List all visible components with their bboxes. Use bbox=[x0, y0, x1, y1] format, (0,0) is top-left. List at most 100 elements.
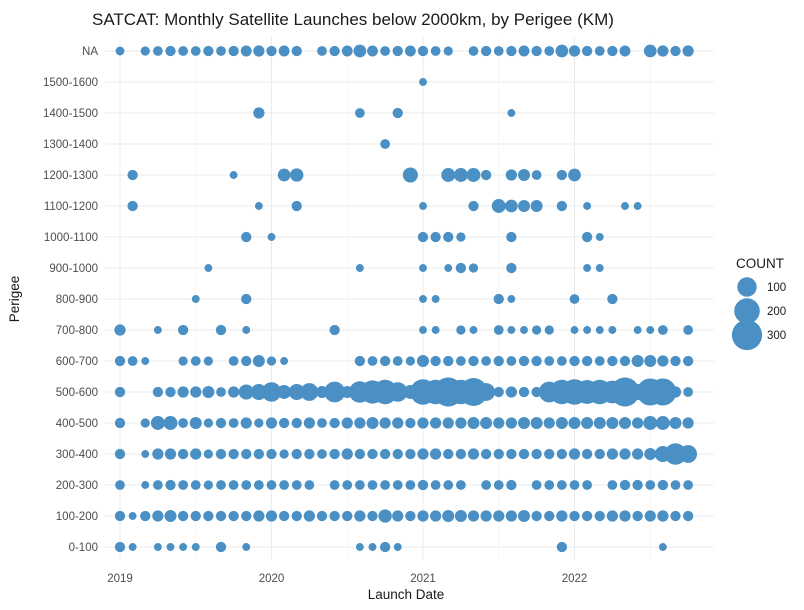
data-point bbox=[279, 449, 289, 459]
legend-label: 300 bbox=[767, 330, 786, 342]
data-point bbox=[266, 356, 277, 366]
data-point bbox=[493, 355, 504, 367]
data-point bbox=[455, 448, 467, 460]
data-point bbox=[417, 448, 429, 460]
data-point bbox=[114, 510, 126, 522]
data-point bbox=[568, 168, 581, 182]
data-point bbox=[392, 417, 404, 429]
data-point bbox=[342, 480, 353, 490]
data-point bbox=[619, 510, 631, 522]
data-point bbox=[456, 480, 466, 490]
data-point bbox=[568, 417, 581, 429]
x-tick-label: 2022 bbox=[562, 573, 588, 585]
data-point bbox=[128, 512, 137, 520]
data-point bbox=[454, 510, 467, 522]
data-point bbox=[606, 510, 618, 522]
data-point bbox=[430, 510, 442, 522]
chart-title: SATCAT: Monthly Satellite Launches below… bbox=[92, 10, 614, 29]
data-point bbox=[621, 202, 629, 210]
data-point bbox=[442, 510, 455, 522]
data-point bbox=[164, 448, 177, 460]
data-point bbox=[456, 325, 466, 335]
data-point bbox=[216, 46, 226, 56]
y-tick-label: 1300-1400 bbox=[43, 139, 98, 151]
data-point bbox=[150, 416, 165, 430]
data-point bbox=[569, 510, 580, 522]
data-point bbox=[619, 355, 631, 367]
data-point bbox=[506, 479, 517, 491]
data-point bbox=[280, 357, 289, 365]
y-tick-label: 400-500 bbox=[56, 418, 98, 430]
y-tick-label: 1000-1100 bbox=[44, 232, 98, 244]
data-point bbox=[430, 231, 441, 243]
data-point bbox=[254, 202, 263, 210]
data-point bbox=[379, 417, 391, 429]
legend-size-key bbox=[737, 277, 757, 297]
data-point bbox=[644, 355, 657, 367]
data-point bbox=[570, 326, 579, 334]
data-point bbox=[405, 417, 416, 429]
data-point bbox=[556, 169, 568, 181]
data-point bbox=[644, 448, 657, 460]
data-point bbox=[379, 541, 391, 553]
y-tick-label: 500-600 bbox=[56, 387, 98, 399]
data-point bbox=[417, 479, 429, 491]
data-point bbox=[115, 480, 125, 490]
data-point bbox=[505, 417, 517, 429]
data-point bbox=[266, 448, 277, 460]
data-point bbox=[581, 417, 594, 429]
data-point bbox=[404, 45, 416, 57]
data-point bbox=[505, 510, 517, 522]
data-point bbox=[165, 479, 176, 491]
data-point bbox=[505, 169, 517, 181]
data-point bbox=[291, 45, 302, 57]
data-point bbox=[291, 510, 302, 522]
data-point bbox=[303, 510, 315, 522]
data-point bbox=[455, 262, 467, 274]
data-point bbox=[583, 202, 592, 210]
data-point bbox=[164, 510, 177, 522]
data-point bbox=[190, 46, 201, 56]
data-point bbox=[165, 386, 176, 398]
data-point bbox=[278, 417, 290, 429]
data-point bbox=[261, 382, 282, 402]
data-point bbox=[544, 480, 555, 490]
data-point bbox=[141, 357, 150, 365]
data-point bbox=[114, 355, 126, 367]
data-point bbox=[649, 378, 677, 406]
data-point bbox=[670, 510, 681, 522]
data-point bbox=[544, 46, 555, 56]
data-point bbox=[266, 480, 277, 490]
data-point bbox=[303, 417, 315, 429]
data-point bbox=[430, 480, 441, 490]
y-tick-label: 1100-1200 bbox=[44, 201, 98, 213]
data-point bbox=[367, 45, 378, 57]
data-point bbox=[459, 377, 488, 407]
data-point bbox=[480, 45, 492, 57]
data-point bbox=[203, 449, 214, 459]
y-tick-label: 800-900 bbox=[56, 294, 98, 306]
data-point bbox=[518, 169, 530, 181]
data-point bbox=[569, 480, 580, 490]
data-point bbox=[355, 480, 365, 490]
data-point bbox=[507, 295, 516, 303]
data-point bbox=[644, 510, 656, 522]
data-point bbox=[419, 202, 427, 210]
data-point bbox=[646, 326, 655, 334]
data-point bbox=[228, 356, 239, 366]
data-point bbox=[468, 263, 479, 273]
data-point bbox=[329, 324, 340, 336]
data-point bbox=[277, 385, 292, 399]
data-point bbox=[228, 45, 239, 57]
legend-size-key bbox=[731, 319, 763, 351]
data-point bbox=[610, 377, 640, 407]
data-point bbox=[518, 510, 530, 522]
data-point bbox=[480, 169, 492, 181]
x-tick-label: 2019 bbox=[107, 573, 133, 585]
data-point bbox=[153, 326, 162, 334]
data-point bbox=[480, 448, 492, 460]
data-point bbox=[329, 510, 340, 522]
data-point bbox=[481, 480, 491, 490]
data-point bbox=[544, 448, 555, 460]
data-point bbox=[240, 45, 252, 57]
